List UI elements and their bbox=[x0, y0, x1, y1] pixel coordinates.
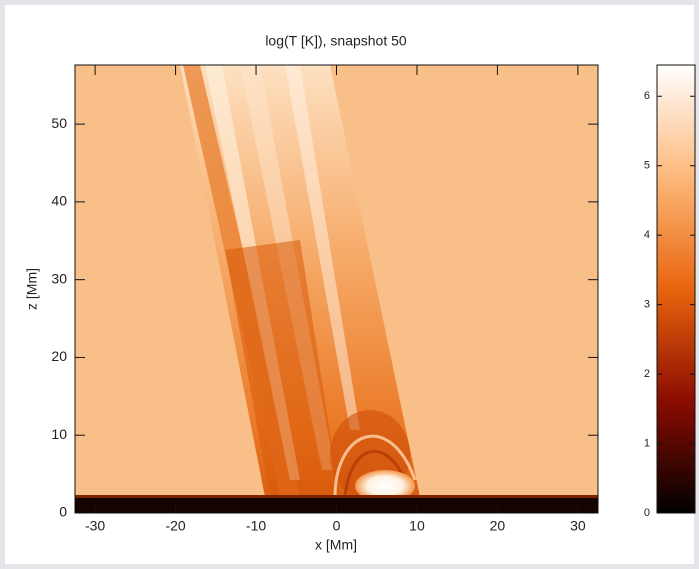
y-tick-label: 0 bbox=[59, 504, 67, 520]
colorbar-tick-label: 3 bbox=[644, 299, 650, 311]
x-tick-label: 30 bbox=[570, 518, 586, 534]
x-tick-label: 10 bbox=[409, 518, 425, 534]
x-tick-label: 20 bbox=[490, 518, 506, 534]
x-tick-label: -30 bbox=[85, 518, 105, 534]
x-tick-label: -10 bbox=[246, 518, 266, 534]
y-tick-label: 40 bbox=[51, 193, 67, 209]
colorbar bbox=[656, 64, 696, 514]
y-tick-label: 20 bbox=[51, 348, 67, 364]
chart-title: log(T [K]), snapshot 50 bbox=[265, 33, 407, 49]
colorbar-tick-label: 5 bbox=[644, 160, 650, 172]
y-axis-label: z [Mm] bbox=[24, 268, 40, 310]
colorbar-tick-label: 6 bbox=[644, 90, 650, 102]
y-tick-label: 10 bbox=[51, 426, 67, 442]
y-tick-label: 50 bbox=[51, 115, 67, 131]
x-axis-label: x [Mm] bbox=[315, 537, 357, 553]
x-tick-label: -20 bbox=[165, 518, 185, 534]
x-tick-label: 0 bbox=[333, 518, 341, 534]
colorbar-tick-label: 1 bbox=[644, 437, 650, 449]
colorbar-tick-label: 4 bbox=[644, 229, 650, 241]
field-image bbox=[75, 65, 598, 513]
colorbar-tick-label: 0 bbox=[644, 507, 650, 519]
colorbar-tick-label: 2 bbox=[644, 368, 650, 380]
y-tick-label: 30 bbox=[51, 270, 67, 286]
